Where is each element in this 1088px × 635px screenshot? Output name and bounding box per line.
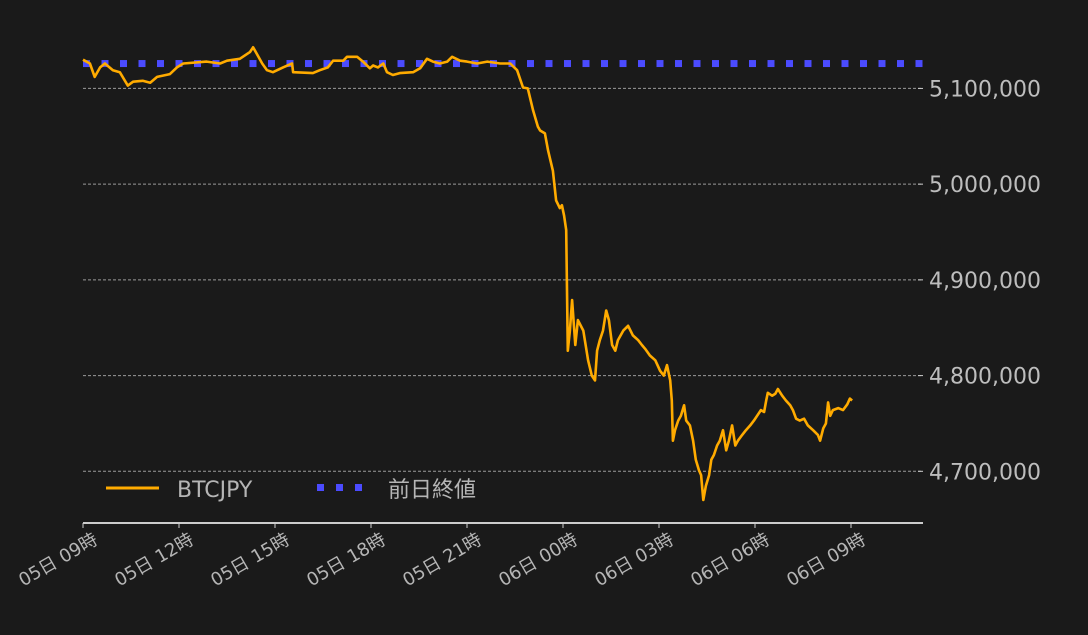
x-tick-label: 06日 03時 [591, 529, 677, 591]
previous-close-dot [305, 60, 312, 68]
y-tick-label: 4,800,000 [929, 365, 1041, 390]
previous-close-dot [342, 60, 349, 68]
previous-close-dot [786, 60, 793, 68]
previous-close-dot [527, 60, 534, 68]
previous-close-dot [767, 60, 775, 68]
x-tick-label: 06日 06時 [687, 529, 773, 591]
previous-close-dot [823, 60, 830, 68]
previous-close-dot [545, 60, 553, 68]
x-tick-label: 05日 15時 [207, 529, 293, 591]
previous-close-dot [323, 60, 331, 68]
legend-dot [355, 484, 362, 491]
legend-previous-close-label: 前日終値 [388, 478, 476, 503]
previous-close-dot [83, 60, 90, 68]
previous-close-dot [453, 60, 460, 68]
x-tick-label: 05日 12時 [111, 529, 197, 591]
previous-close-dot [157, 60, 164, 68]
previous-close-dot [231, 60, 238, 68]
previous-close-dot [675, 60, 682, 68]
previous-close-dot [268, 60, 275, 68]
y-tick-label: 4,900,000 [929, 269, 1041, 294]
btcjpy-series-line [82, 46, 853, 502]
y-tick-label: 4,700,000 [929, 460, 1041, 485]
x-axis: 05日 09時 05日 12時 05日 15時 05日 18時 05日 21時 06日 0… [15, 523, 870, 591]
previous-close-dot [120, 60, 127, 68]
x-tick-label: 05日 21時 [399, 529, 485, 591]
previous-close-dot [860, 60, 867, 68]
legend-dot [317, 484, 324, 491]
previous-close-dot [564, 60, 571, 68]
y-axis: 4,700,000 4,800,000 4,900,000 5,000,000 5,10… [918, 77, 1041, 485]
x-tick-label: 06日 00時 [495, 529, 581, 591]
previous-close-dot [897, 60, 904, 68]
grid-lines [83, 87, 923, 472]
previous-close-dot [416, 60, 423, 68]
legend-previous-close-swatch [317, 484, 362, 491]
previous-close-dot [730, 60, 738, 68]
x-tick-label: 05日 18時 [303, 529, 389, 591]
legend: BTCJPY 前日終値 [106, 478, 476, 503]
previous-close-dot [175, 60, 183, 68]
previous-close-dot [878, 60, 886, 68]
previous-close-dot [138, 60, 146, 68]
y-tick-label: 5,100,000 [929, 77, 1041, 102]
x-tick-label: 05日 09時 [15, 529, 101, 591]
previous-close-dot [656, 60, 664, 68]
previous-close-dot [397, 60, 405, 68]
previous-close-dot [915, 60, 923, 68]
legend-dot [336, 484, 343, 491]
x-tick-label: 06日 09時 [783, 529, 869, 591]
previous-close-dot [249, 60, 257, 68]
legend-btcjpy-label: BTCJPY [177, 478, 253, 503]
previous-close-dot [619, 60, 627, 68]
previous-close-line [83, 60, 923, 68]
y-tick-label: 5,000,000 [929, 173, 1041, 198]
previous-close-dot [804, 60, 812, 68]
previous-close-dot [712, 60, 719, 68]
previous-close-dot [841, 60, 849, 68]
previous-close-dot [693, 60, 701, 68]
previous-close-dot [638, 60, 645, 68]
previous-close-dot [749, 60, 756, 68]
previous-close-dot [582, 60, 590, 68]
previous-close-dot [601, 60, 608, 68]
